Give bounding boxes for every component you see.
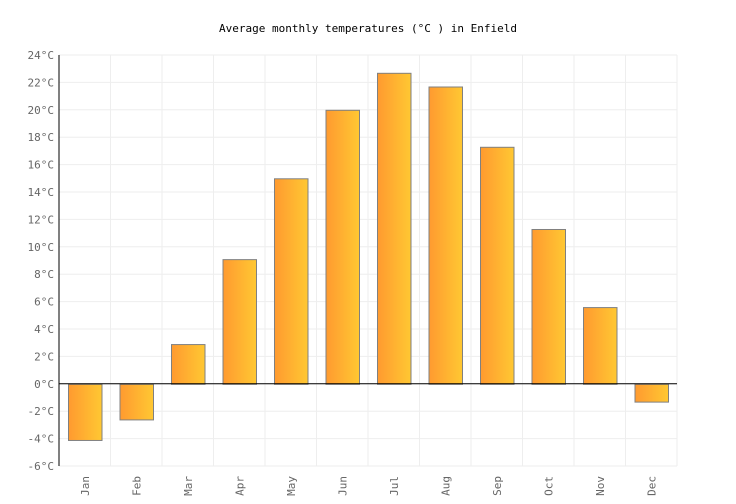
x-tick-label: Nov [594, 476, 607, 496]
y-tick-label: 24°C [28, 49, 55, 62]
y-tick-label: 18°C [28, 131, 55, 144]
y-tick-label: -4°C [28, 433, 55, 446]
x-tick-label: Jul [388, 476, 401, 496]
bar-oct [531, 228, 566, 385]
y-tick-label: -2°C [28, 405, 55, 418]
y-tick-label: 4°C [34, 323, 54, 336]
y-tick-label: 2°C [34, 350, 54, 363]
y-tick-label: 20°C [28, 104, 55, 117]
y-tick-label: 12°C [28, 213, 55, 226]
x-tick-label: Oct [542, 476, 555, 496]
bar-dec [634, 383, 669, 403]
bar-feb [119, 383, 154, 421]
bar-jan [68, 383, 103, 441]
bar-nov [583, 307, 618, 385]
bar-may [274, 178, 309, 385]
x-tick-label: Sep [491, 476, 504, 496]
x-tick-label: Mar [182, 476, 195, 496]
y-tick-label: 14°C [28, 186, 55, 199]
y-tick-label: 16°C [28, 159, 55, 172]
y-tick-label: 10°C [28, 241, 55, 254]
x-tick-label: Jun [336, 476, 349, 496]
bar-jun [325, 109, 360, 385]
x-tick-label: May [285, 476, 298, 496]
x-tick-label: Dec [645, 476, 658, 496]
y-tick-label: 22°C [28, 76, 55, 89]
x-tick-label: Jan [79, 476, 92, 496]
y-tick-label: 0°C [34, 378, 54, 391]
y-tick-label: -6°C [28, 460, 55, 473]
y-tick-label: 8°C [34, 268, 54, 281]
bar-apr [222, 259, 257, 385]
bar-sep [480, 146, 515, 385]
bar-jul [377, 72, 412, 385]
x-tick-label: Apr [233, 476, 246, 496]
x-tick-label: Aug [439, 476, 452, 496]
chart-title: Average monthly temperatures (°C ) in En… [219, 22, 517, 35]
bar-aug [428, 86, 463, 385]
y-tick-label: 6°C [34, 296, 54, 309]
x-tick-label: Feb [130, 476, 143, 496]
bar-mar [171, 344, 206, 385]
